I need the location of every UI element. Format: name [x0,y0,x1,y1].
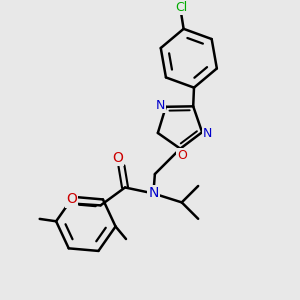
Text: Cl: Cl [175,2,188,14]
Text: O: O [112,151,123,165]
Text: O: O [177,149,187,162]
Text: N: N [203,127,212,140]
Text: O: O [67,192,77,206]
Text: N: N [148,186,159,200]
Text: N: N [156,99,165,112]
